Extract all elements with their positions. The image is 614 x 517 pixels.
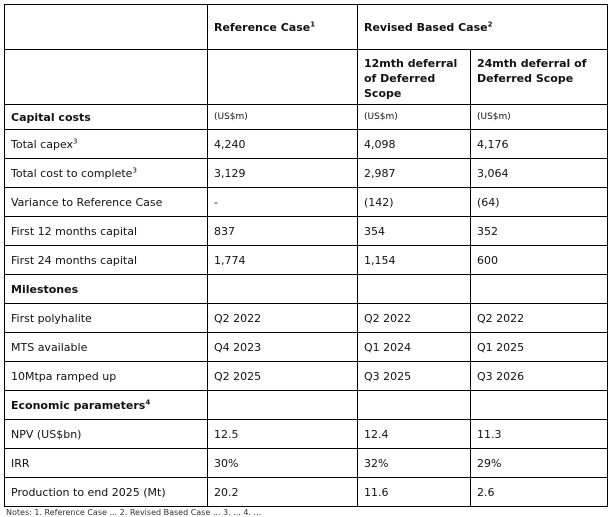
- row-label: IRR: [4, 448, 208, 478]
- revised-case-header: Revised Based Case2: [356, 4, 609, 50]
- value-cell: 12.5: [207, 419, 358, 449]
- empty-cell: [207, 274, 358, 304]
- row-label: First polyhalite: [4, 303, 208, 333]
- header-empty-cell: [4, 4, 208, 50]
- value-cell: 352: [469, 216, 609, 246]
- value-cell: (142): [357, 187, 471, 217]
- value-cell: 3,129: [207, 158, 358, 188]
- table-row: 10Mtpa ramped up Q2 2025 Q3 2025 Q3 2026: [4, 361, 609, 391]
- value-cell: 30%: [207, 448, 358, 478]
- empty-cell: [469, 274, 609, 304]
- value-cell: 12.4: [357, 419, 471, 449]
- value-cell: 4,098: [357, 129, 471, 159]
- table-row: Total cost to complete3 3,129 2,987 3,06…: [4, 158, 609, 188]
- table-row: First polyhalite Q2 2022 Q2 2022 Q2 2022: [4, 303, 609, 333]
- value-cell: 32%: [357, 448, 471, 478]
- value-cell: Q2 2022: [207, 303, 358, 333]
- reference-case-header: Reference Case1: [207, 4, 358, 50]
- row-label: Total cost to complete3: [4, 158, 208, 188]
- table-row: IRR 30% 32% 29%: [4, 448, 609, 478]
- empty-cell: [357, 390, 471, 420]
- value-cell: Q3 2025: [357, 361, 471, 391]
- value-cell: -: [207, 187, 358, 217]
- table-row: Total capex3 4,240 4,098 4,176: [4, 129, 609, 159]
- table-row: Variance to Reference Case - (142) (64): [4, 187, 609, 217]
- value-cell: 20.2: [207, 477, 358, 507]
- value-cell: 11.6: [357, 477, 471, 507]
- row-label: MTS available: [4, 332, 208, 362]
- value-cell: 600: [469, 245, 609, 275]
- value-cell: 2,987: [357, 158, 471, 188]
- value-cell: Q2 2022: [469, 303, 609, 333]
- comparison-table: Reference Case1 Revised Based Case2 12mt…: [4, 4, 609, 507]
- col-12mth-header: 12mth deferral of Deferred Scope: [357, 49, 471, 105]
- row-label: Total capex3: [4, 129, 208, 159]
- section-title-milestones: Milestones: [4, 274, 208, 304]
- row-label: First 24 months capital: [4, 245, 208, 275]
- value-cell: 4,176: [469, 129, 609, 159]
- value-cell: 837: [207, 216, 358, 246]
- unit-label: (US$m): [207, 104, 358, 130]
- section-title-capital-costs: Capital costs: [4, 104, 208, 130]
- subheader-empty-cell: [4, 49, 208, 105]
- value-cell: 354: [357, 216, 471, 246]
- value-cell: Q1 2024: [357, 332, 471, 362]
- section-title-economic: Economic parameters4: [4, 390, 208, 420]
- col-24mth-header: 24mth deferral of Deferred Scope: [469, 49, 609, 105]
- table-row: NPV (US$bn) 12.5 12.4 11.3: [4, 419, 609, 449]
- value-cell: 2.6: [469, 477, 609, 507]
- value-cell: 1,154: [357, 245, 471, 275]
- unit-label: (US$m): [357, 104, 471, 130]
- empty-cell: [469, 390, 609, 420]
- value-cell: 29%: [469, 448, 609, 478]
- empty-cell: [357, 274, 471, 304]
- value-cell: 4,240: [207, 129, 358, 159]
- value-cell: Q2 2025: [207, 361, 358, 391]
- subheader-empty-cell: [207, 49, 358, 105]
- value-cell: 11.3: [469, 419, 609, 449]
- value-cell: Q3 2026: [469, 361, 609, 391]
- table-row: MTS available Q4 2023 Q1 2024 Q1 2025: [4, 332, 609, 362]
- table-row: First 12 months capital 837 354 352: [4, 216, 609, 246]
- value-cell: 1,774: [207, 245, 358, 275]
- row-label: Variance to Reference Case: [4, 187, 208, 217]
- value-cell: (64): [469, 187, 609, 217]
- row-label: NPV (US$bn): [4, 419, 208, 449]
- row-label: Production to end 2025 (Mt): [4, 477, 208, 507]
- table-row: Production to end 2025 (Mt) 20.2 11.6 2.…: [4, 477, 609, 507]
- row-label: First 12 months capital: [4, 216, 208, 246]
- unit-label: (US$m): [469, 104, 609, 130]
- table-row: First 24 months capital 1,774 1,154 600: [4, 245, 609, 275]
- row-label: 10Mtpa ramped up: [4, 361, 208, 391]
- value-cell: Q2 2022: [357, 303, 471, 333]
- value-cell: Q1 2025: [469, 332, 609, 362]
- value-cell: 3,064: [469, 158, 609, 188]
- empty-cell: [207, 390, 358, 420]
- value-cell: Q4 2023: [207, 332, 358, 362]
